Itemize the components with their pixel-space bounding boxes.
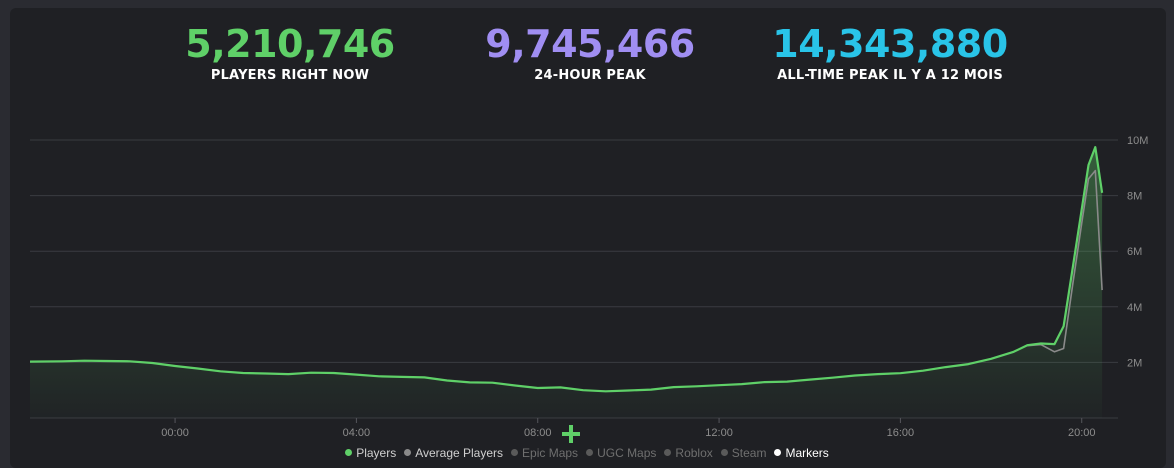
legend-item-average-players[interactable]: Average Players bbox=[404, 446, 503, 460]
legend-item-steam[interactable]: Steam bbox=[720, 446, 767, 460]
legend-label: UGC Maps bbox=[597, 446, 657, 460]
peak-24h-label: 24-HOUR PEAK bbox=[534, 68, 646, 83]
all-time-peak-stat: 14,343,880 ALL-TIME PEAK IL Y A 12 MOIS bbox=[740, 22, 1040, 83]
average-players-line bbox=[1027, 169, 1103, 353]
crosshair-cursor-icon bbox=[562, 425, 580, 443]
all-time-peak-value: 14,343,880 bbox=[772, 22, 1008, 66]
x-tick-label: 08:00 bbox=[524, 427, 552, 439]
legend-item-markers[interactable]: Markers bbox=[774, 446, 829, 460]
legend-item-epic-maps[interactable]: Epic Maps bbox=[511, 446, 578, 460]
legend-dot-icon bbox=[664, 449, 672, 456]
legend-label: Steam bbox=[731, 446, 767, 460]
x-tick-label: 12:00 bbox=[705, 427, 733, 439]
legend-label: Players bbox=[356, 446, 397, 460]
players-now-stat: 5,210,746 PLAYERS RIGHT NOW bbox=[150, 22, 430, 83]
legend-dot-icon bbox=[345, 449, 353, 456]
players-area bbox=[30, 147, 1103, 418]
legend-label: Markers bbox=[785, 446, 829, 460]
peak-24h-value: 9,745,466 bbox=[485, 22, 695, 66]
legend-item-ugc-maps[interactable]: UGC Maps bbox=[586, 446, 656, 460]
players-now-value: 5,210,746 bbox=[185, 22, 395, 66]
all-time-peak-label: ALL-TIME PEAK IL Y A 12 MOIS bbox=[777, 68, 1003, 83]
y-tick-label: 6M bbox=[1127, 246, 1142, 258]
legend-dot-icon bbox=[720, 449, 728, 456]
y-tick-label: 2M bbox=[1127, 357, 1142, 369]
chart-legend: Players Average Players Epic Maps UGC Maps R… bbox=[0, 446, 1174, 460]
legend-label: Average Players bbox=[415, 446, 504, 460]
peak-24h-stat: 9,745,466 24-HOUR PEAK bbox=[450, 22, 730, 83]
x-tick-label: 16:00 bbox=[887, 427, 915, 439]
players-now-label: PLAYERS RIGHT NOW bbox=[210, 68, 370, 83]
axis-labels: 2M 4M 6M 8M 10M 00:00 04:00 08:00 12:00 16:00 20:0… bbox=[161, 135, 1148, 439]
series-lines bbox=[29, 146, 1104, 393]
players-line bbox=[29, 146, 1104, 393]
area-fills bbox=[30, 147, 1103, 418]
y-tick-label: 4M bbox=[1127, 302, 1142, 314]
legend-label: Roblox bbox=[675, 446, 713, 460]
x-tick-label: 20:00 bbox=[1068, 427, 1096, 439]
x-tick-label: 04:00 bbox=[343, 427, 371, 439]
x-tick-label: 00:00 bbox=[161, 427, 189, 439]
y-tick-label: 8M bbox=[1127, 191, 1142, 203]
legend-dot-icon bbox=[774, 449, 782, 456]
legend-dot-icon bbox=[404, 449, 412, 456]
legend-dot-icon bbox=[511, 449, 519, 456]
y-tick-label: 10M bbox=[1127, 135, 1148, 147]
legend-item-roblox[interactable]: Roblox bbox=[664, 446, 713, 460]
legend-dot-icon bbox=[586, 449, 594, 456]
legend-label: Epic Maps bbox=[522, 446, 579, 460]
legend-item-players[interactable]: Players bbox=[345, 446, 396, 460]
